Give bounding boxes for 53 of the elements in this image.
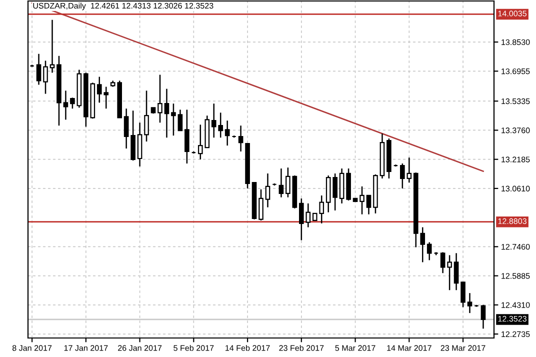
- candlestick: [164, 88, 170, 138]
- x-tick-label: 17 Jan 2017: [64, 345, 108, 351]
- candlestick: [144, 90, 149, 142]
- y-tick-label: 13.8530: [502, 39, 530, 46]
- y-tick-label: 13.5335: [502, 98, 530, 104]
- candlestick: [50, 19, 55, 74]
- candlestick: [286, 166, 290, 198]
- candlestick: [43, 60, 48, 94]
- y-tick-label: 12.5885: [502, 273, 530, 279]
- ref-line-label: 14.0035: [498, 10, 527, 16]
- candlestick: [70, 97, 75, 110]
- ref-line-label: 12.8803: [498, 218, 526, 224]
- candlestick: [130, 110, 136, 162]
- x-tick-label: 14 Mar 2017: [387, 345, 432, 351]
- x-tick-label: 26 Jan 2017: [118, 345, 162, 351]
- candlestick: [238, 124, 244, 152]
- candlestick: [366, 194, 372, 215]
- candlestick: [447, 254, 452, 291]
- candlestick: [454, 252, 459, 291]
- candlestick: [480, 304, 486, 330]
- y-tick-label: 13.3760: [502, 128, 530, 134]
- chart-title: USDZAR,Daily 12.4261 12.4313 12.3026 12.3523: [33, 2, 214, 10]
- candlestick: [426, 242, 432, 261]
- y-tick-label: 13.0610: [502, 186, 530, 192]
- x-tick-label: 23 Feb 2017: [279, 344, 324, 351]
- candlestick: [184, 109, 190, 164]
- ref-line-label: 12.3523: [498, 316, 526, 322]
- candlestick: [258, 188, 264, 222]
- candlestick: [440, 252, 446, 274]
- candlestick: [137, 122, 142, 168]
- candlestick: [63, 90, 68, 120]
- x-tick-label: 5 Mar 2017: [335, 345, 376, 351]
- candlestick: [460, 282, 466, 308]
- y-tick-label: 13.6955: [502, 68, 530, 74]
- x-tick-label: 14 Feb 2017: [226, 344, 270, 351]
- candlestick: [178, 109, 183, 132]
- x-tick-label: 23 Mar 2017: [440, 345, 486, 351]
- y-tick-label: 12.2735: [502, 331, 530, 338]
- candlestick: [278, 168, 284, 198]
- candlestick: [224, 120, 230, 146]
- candlestick: [265, 172, 270, 208]
- candlestick: [36, 53, 42, 86]
- candlestick: [124, 108, 129, 150]
- candlestick: [467, 292, 472, 314]
- x-tick-label: 5 Feb 2017: [174, 344, 214, 351]
- x-tick-label: 8 Jan 2017: [12, 345, 52, 351]
- candlestick: [360, 186, 364, 215]
- y-tick-label: 13.2185: [502, 156, 530, 162]
- candlestick: [158, 74, 162, 124]
- y-tick-label: 12.7460: [502, 244, 530, 250]
- candlestick: [332, 172, 338, 212]
- candlestick: [171, 102, 176, 136]
- y-tick-label: 12.4310: [502, 302, 530, 308]
